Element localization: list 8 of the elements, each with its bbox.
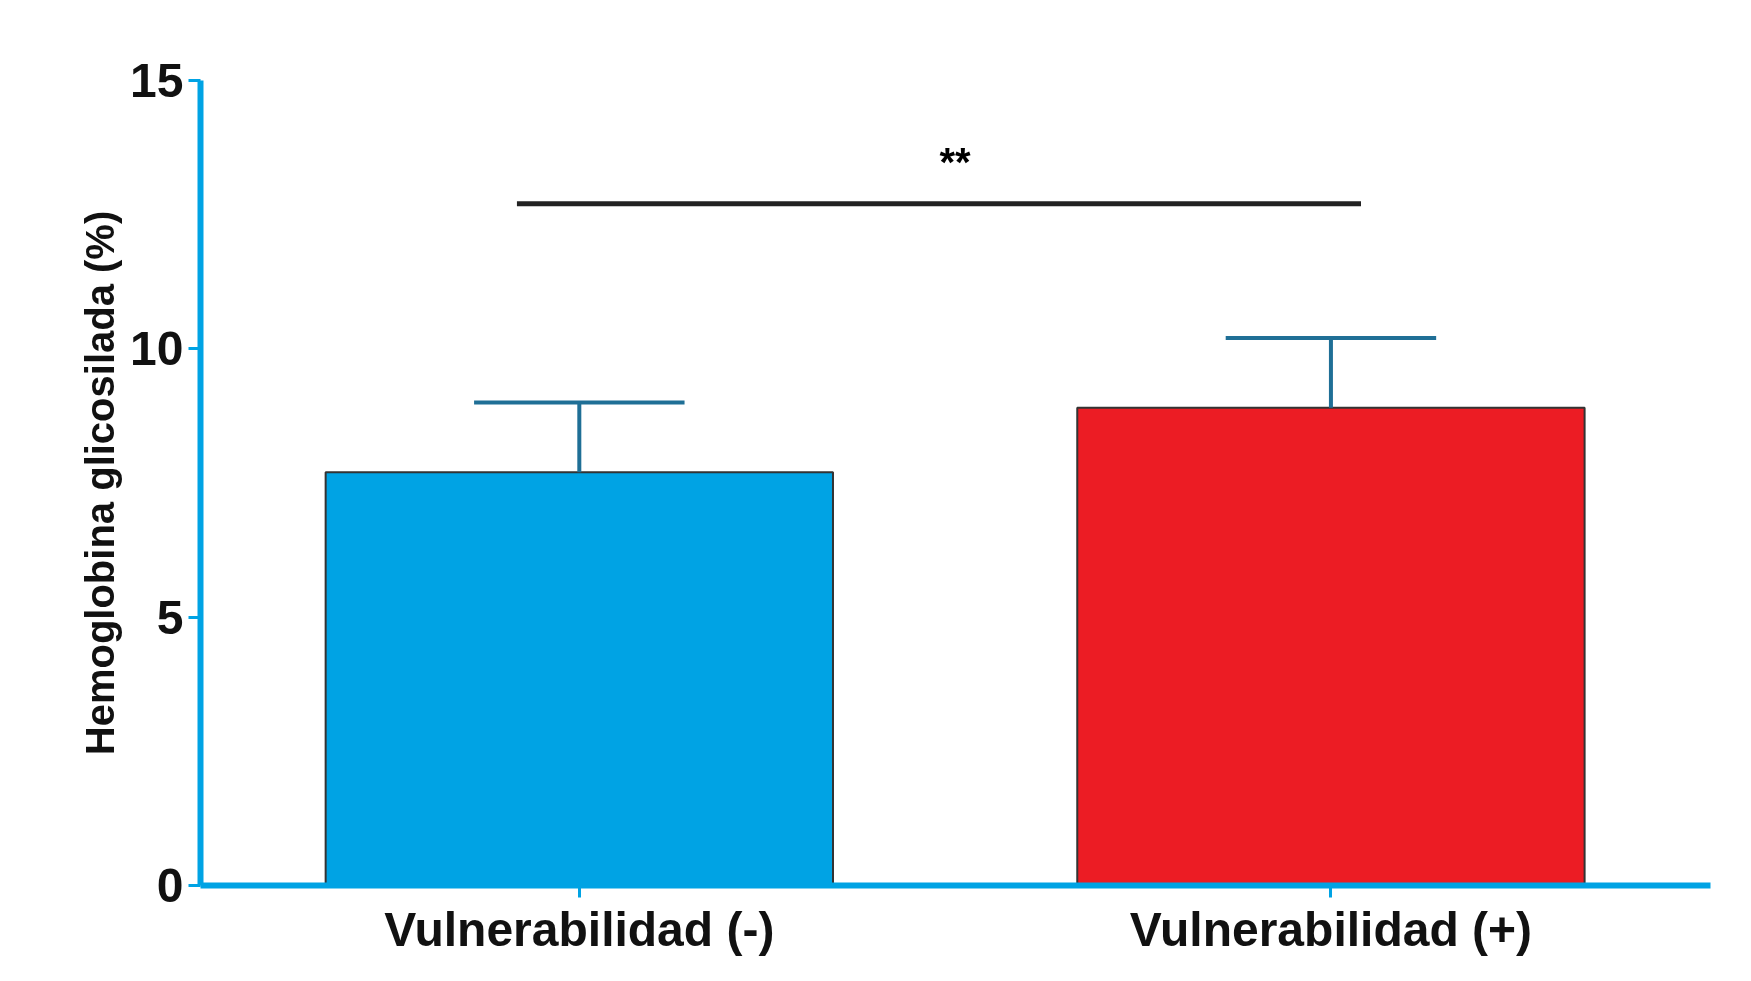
y-axis-title: Hemoglobina glicosilada (%) (78, 210, 123, 756)
y-tick-label: 15 (130, 54, 184, 107)
annotation: ** (939, 139, 972, 184)
y-tick-label: 10 (130, 322, 184, 376)
x-tick-label: Vulnerabilidad (+) (1129, 902, 1533, 956)
x-tick-label: Vulnerabilidad (-) (384, 902, 775, 956)
y-tick-label: 0 (156, 859, 184, 912)
y-tick-label: 5 (156, 590, 184, 644)
